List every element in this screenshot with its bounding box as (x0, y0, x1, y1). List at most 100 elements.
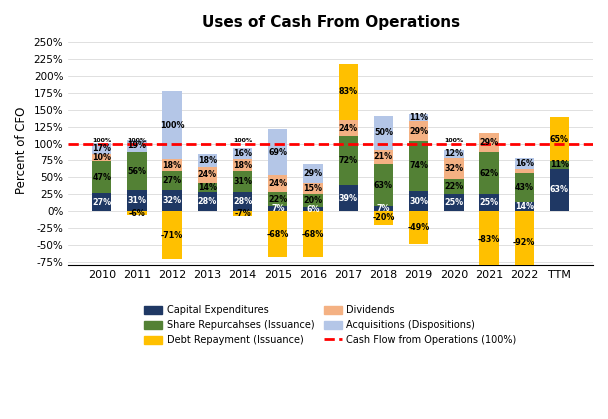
Bar (127, 140, 147, 153)
Text: 43%: 43% (515, 183, 534, 191)
Text: 22%: 22% (268, 194, 288, 204)
Bar (268, 175, 288, 191)
Bar (198, 183, 217, 192)
Text: 20%: 20% (303, 196, 322, 205)
Text: 32%: 32% (162, 196, 182, 205)
Text: 100%: 100% (92, 138, 111, 143)
Text: 29%: 29% (480, 138, 499, 147)
Bar (514, 169, 534, 173)
Text: 29%: 29% (303, 169, 322, 178)
Bar (127, 211, 147, 215)
Bar (374, 164, 393, 207)
Text: 15%: 15% (303, 184, 322, 193)
Text: 7%: 7% (376, 204, 390, 213)
Text: 63%: 63% (550, 185, 569, 194)
Bar (233, 192, 252, 211)
Text: 28%: 28% (198, 197, 217, 206)
Text: 65%: 65% (550, 134, 569, 144)
Bar (303, 194, 323, 207)
Bar (374, 116, 393, 150)
Bar (514, 202, 534, 211)
Text: 100%: 100% (444, 138, 463, 143)
Text: -92%: -92% (513, 238, 536, 247)
Text: 39%: 39% (339, 194, 358, 202)
Text: 16%: 16% (515, 159, 534, 168)
Text: 14%: 14% (198, 183, 217, 192)
Bar (339, 136, 358, 185)
Bar (444, 150, 463, 158)
Text: 27%: 27% (162, 176, 182, 185)
Legend: Capital Expenditures, Share Repurcahses (Issuance), Debt Repayment (Issuance), D: Capital Expenditures, Share Repurcahses … (142, 302, 520, 348)
Bar (268, 211, 288, 257)
Bar (303, 184, 323, 194)
Bar (550, 168, 569, 211)
Bar (514, 211, 534, 274)
Text: 62%: 62% (480, 169, 499, 178)
Text: -71%: -71% (161, 231, 183, 240)
Text: 11%: 11% (409, 113, 428, 122)
Text: 29%: 29% (409, 127, 428, 135)
Bar (479, 194, 499, 211)
Text: 30%: 30% (409, 197, 428, 206)
Text: -83%: -83% (478, 235, 500, 244)
Bar (233, 148, 252, 159)
Bar (514, 158, 534, 169)
Bar (162, 91, 182, 159)
Text: 11%: 11% (550, 160, 569, 169)
Text: 21%: 21% (374, 152, 393, 161)
Bar (550, 117, 569, 161)
Bar (409, 191, 428, 211)
Text: 25%: 25% (480, 198, 499, 207)
Bar (303, 211, 323, 257)
Bar (374, 207, 393, 211)
Text: 72%: 72% (339, 156, 358, 165)
Bar (233, 159, 252, 171)
Text: 22%: 22% (444, 182, 463, 191)
Text: 24%: 24% (339, 124, 358, 132)
Text: 100%: 100% (160, 121, 184, 130)
Bar (268, 129, 288, 175)
Bar (233, 211, 252, 216)
Text: 32%: 32% (444, 164, 463, 173)
Text: 69%: 69% (268, 147, 287, 157)
Bar (514, 173, 534, 202)
Text: -49%: -49% (407, 223, 430, 232)
Text: 18%: 18% (233, 161, 252, 170)
Bar (268, 207, 288, 211)
Title: Uses of Cash From Operations: Uses of Cash From Operations (201, 15, 460, 30)
Bar (162, 171, 182, 189)
Bar (339, 185, 358, 211)
Text: 27%: 27% (92, 198, 111, 207)
Bar (479, 211, 499, 267)
Text: 12%: 12% (444, 149, 463, 158)
Bar (479, 153, 499, 194)
Bar (233, 171, 252, 192)
Bar (550, 161, 569, 168)
Bar (127, 190, 147, 211)
Bar (409, 121, 428, 141)
Text: -68%: -68% (266, 230, 289, 239)
Text: 18%: 18% (162, 161, 182, 170)
Bar (92, 193, 111, 211)
Bar (92, 154, 111, 161)
Bar (92, 143, 111, 154)
Text: 7%: 7% (271, 204, 285, 213)
Text: -20%: -20% (372, 213, 395, 222)
Bar (339, 120, 358, 136)
Bar (127, 153, 147, 190)
Text: 14%: 14% (515, 202, 534, 211)
Text: 100%: 100% (233, 138, 252, 143)
Text: 10%: 10% (92, 153, 111, 162)
Text: 24%: 24% (268, 179, 288, 188)
Text: 31%: 31% (128, 196, 147, 205)
Text: 24%: 24% (198, 170, 217, 179)
Bar (303, 207, 323, 211)
Text: 19%: 19% (128, 142, 147, 150)
Bar (444, 179, 463, 194)
Text: 47%: 47% (92, 173, 111, 181)
Text: -6%: -6% (128, 209, 145, 218)
Text: 16%: 16% (233, 149, 252, 158)
Bar (162, 159, 182, 171)
Bar (303, 164, 323, 184)
Bar (198, 167, 217, 183)
